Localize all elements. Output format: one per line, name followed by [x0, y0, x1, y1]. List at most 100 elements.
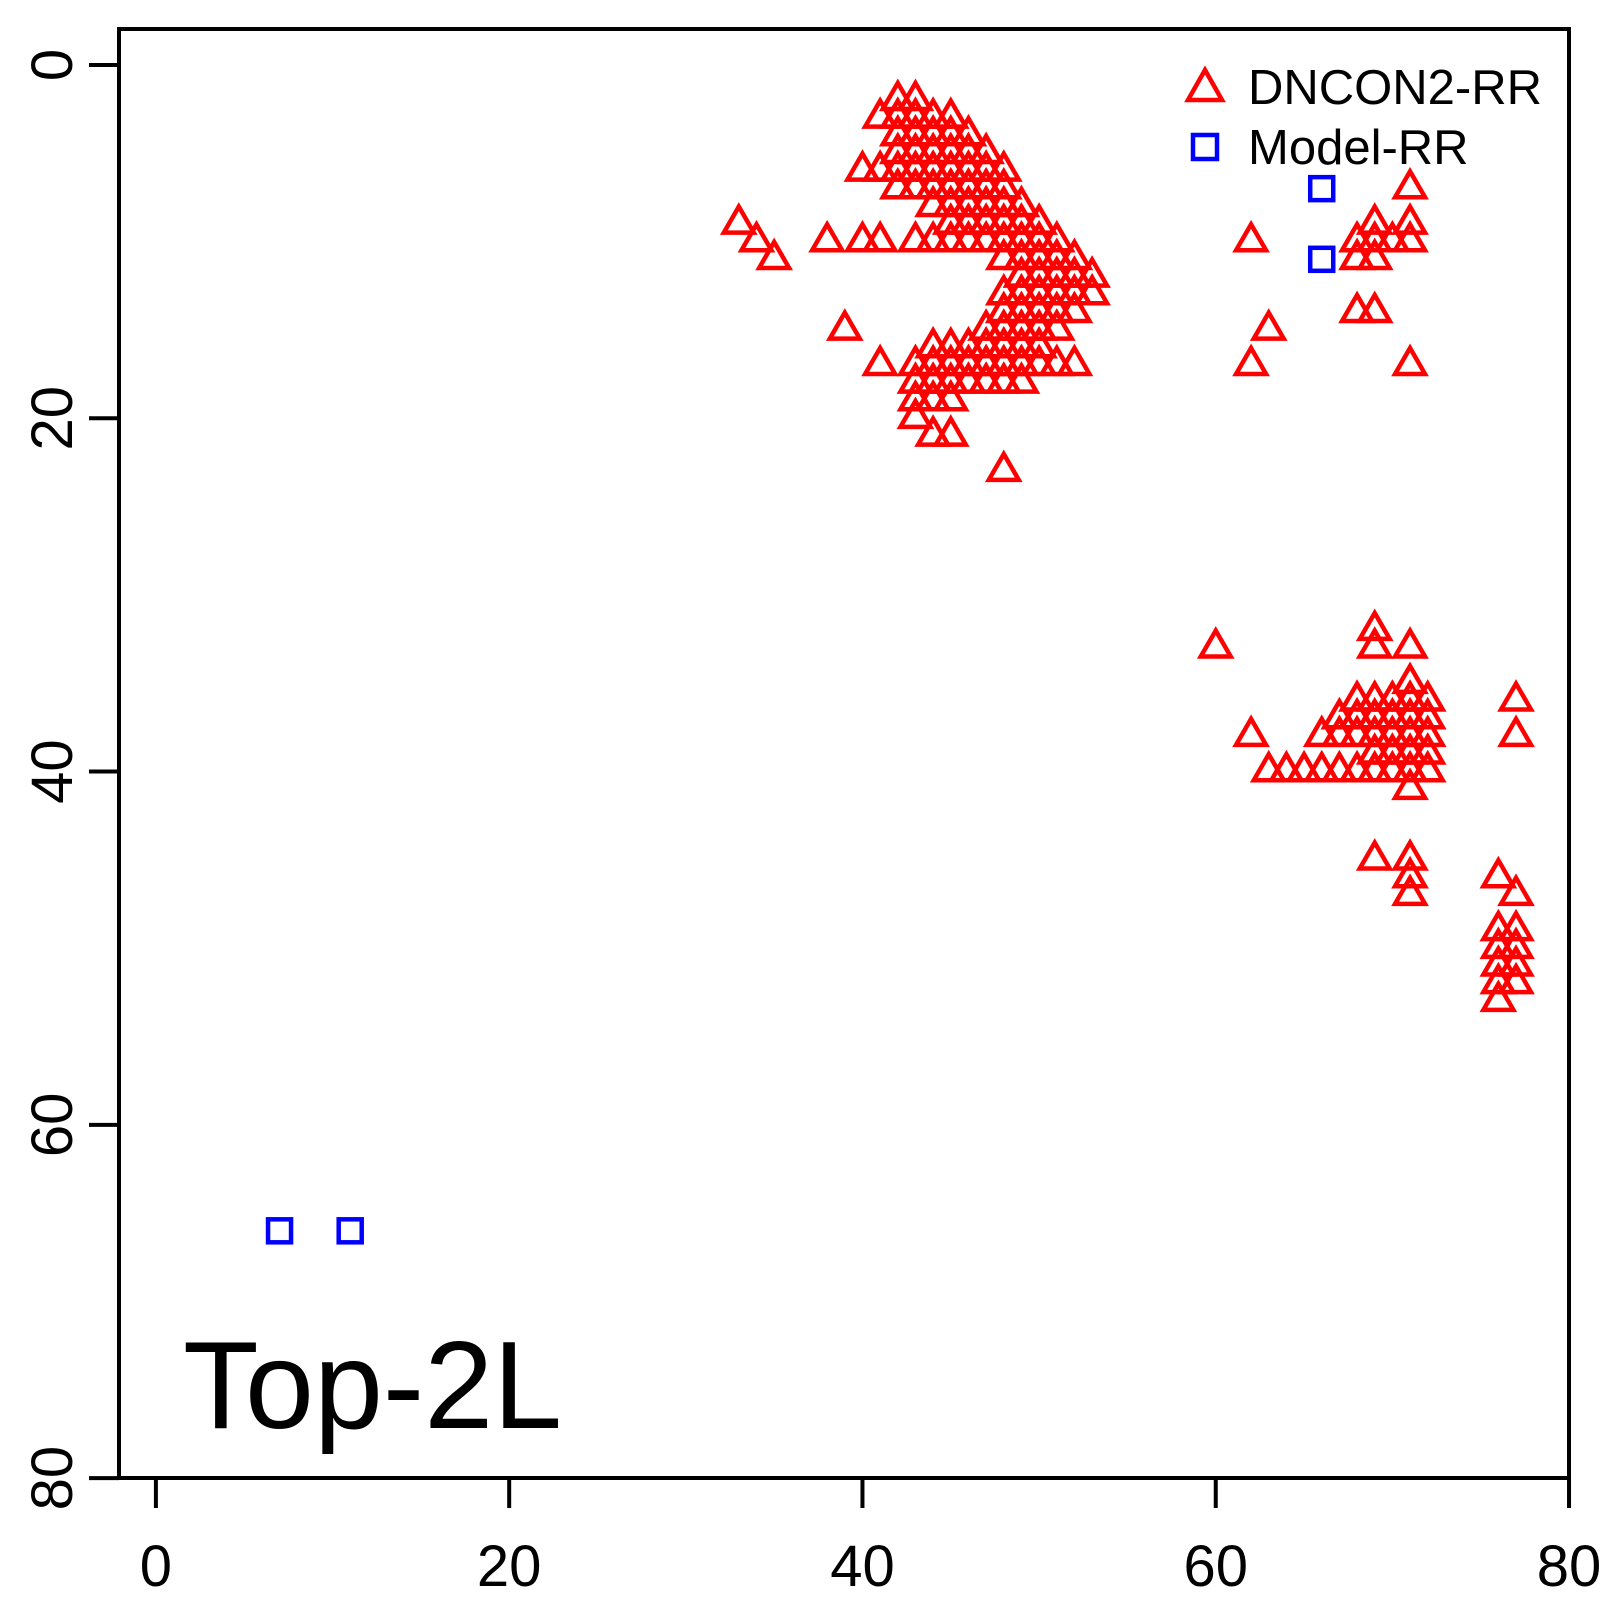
- legend: DNCON2-RR Model-RR: [1184, 61, 1542, 175]
- legend-label-dncon2-rr: DNCON2-RR: [1248, 61, 1542, 115]
- data-point-triangle: [1373, 219, 1412, 253]
- data-point-square: [336, 1217, 364, 1245]
- x-tick-label: 60: [1183, 1534, 1248, 1599]
- data-point-triangle: [1338, 290, 1376, 324]
- data-point-triangle: [967, 166, 1005, 200]
- legend-triangle-icon: [1184, 65, 1226, 103]
- data-point-triangle: [1073, 255, 1111, 288]
- data-point-triangle: [967, 343, 1005, 377]
- legend-square-icon: [1190, 132, 1220, 162]
- data-point-triangle: [967, 325, 1005, 359]
- y-tick-label: 80: [20, 1446, 85, 1511]
- data-points: [265, 78, 1535, 1245]
- data-point-triangle: [914, 131, 952, 165]
- data-point-triangle: [949, 219, 988, 253]
- data-point-triangle: [1355, 202, 1394, 235]
- data-point-triangle: [984, 343, 1023, 377]
- data-point-triangle: [1037, 290, 1076, 324]
- data-point-triangle: [967, 202, 1005, 235]
- data-point-triangle: [1020, 202, 1058, 235]
- data-point-triangle: [1037, 343, 1076, 377]
- data-point-triangle: [914, 219, 952, 253]
- data-point-triangle: [984, 184, 1023, 218]
- data-point-triangle: [1479, 961, 1518, 995]
- data-point-triangle: [914, 184, 952, 218]
- data-point-triangle: [1002, 219, 1041, 253]
- data-point-triangle: [984, 308, 1023, 341]
- data-point-triangle: [1020, 255, 1058, 288]
- data-point-triangle: [878, 96, 917, 129]
- data-point-triangle: [1267, 749, 1306, 783]
- data-point-triangle: [914, 166, 952, 200]
- data-point-triangle: [719, 202, 758, 235]
- data-point-triangle: [967, 184, 1005, 218]
- data-point-triangle: [914, 361, 952, 394]
- data-point-triangle: [1391, 732, 1429, 765]
- data-point-triangle: [967, 131, 1005, 165]
- data-point-triangle: [1249, 308, 1288, 341]
- data-point-triangle: [1355, 626, 1394, 659]
- data-point-triangle: [878, 113, 917, 147]
- data-point-triangle: [1020, 290, 1058, 324]
- data-point-triangle: [1497, 873, 1535, 907]
- data-point-triangle: [1479, 855, 1518, 889]
- data-point-triangle: [931, 96, 970, 129]
- data-point-triangle: [1232, 343, 1270, 377]
- data-point-triangle: [1355, 290, 1394, 324]
- data-point-triangle: [984, 290, 1023, 324]
- data-point-triangle: [931, 202, 970, 235]
- data-point-triangle: [878, 78, 917, 112]
- data-point-triangle: [949, 149, 988, 182]
- data-point-triangle: [984, 166, 1023, 200]
- data-point-triangle: [1355, 608, 1394, 642]
- data-point-triangle: [1037, 255, 1076, 288]
- data-point-triangle: [984, 149, 1023, 182]
- data-point-triangle: [896, 96, 935, 129]
- data-point-triangle: [1002, 308, 1041, 341]
- data-point-triangle: [949, 361, 988, 394]
- data-point-triangle: [1497, 944, 1535, 977]
- data-point-triangle: [1002, 343, 1041, 377]
- data-point-triangle: [843, 219, 882, 253]
- data-point-triangle: [984, 325, 1023, 359]
- data-point-triangle: [861, 343, 900, 377]
- data-point-triangle: [1391, 855, 1429, 889]
- data-point-square: [1307, 245, 1336, 274]
- data-point-triangle: [949, 184, 988, 218]
- data-point-triangle: [931, 131, 970, 165]
- y-tick-label: 40: [20, 739, 85, 804]
- data-point-triangle: [1479, 926, 1518, 960]
- data-point-triangle: [1355, 679, 1394, 712]
- data-point-triangle: [1391, 166, 1429, 200]
- x-tick-label: 0: [140, 1534, 172, 1599]
- data-point-triangle: [1497, 679, 1535, 712]
- data-point-triangle: [1020, 272, 1058, 306]
- data-point-triangle: [755, 237, 794, 271]
- data-point-triangle: [1338, 219, 1376, 253]
- data-point-triangle: [1373, 749, 1412, 783]
- data-point-triangle: [1338, 237, 1376, 271]
- data-point-triangle: [896, 113, 935, 147]
- data-point-triangle: [1355, 237, 1394, 271]
- x-tick-label: 40: [830, 1534, 895, 1599]
- data-point-triangle: [984, 202, 1023, 235]
- data-point-triangle: [1002, 272, 1041, 306]
- data-point-triangle: [914, 378, 952, 412]
- data-point-triangle: [1338, 714, 1376, 748]
- data-point-triangle: [949, 113, 988, 147]
- y-tick-label: 60: [20, 1093, 85, 1158]
- data-point-triangle: [1355, 219, 1394, 253]
- data-point-triangle: [914, 325, 952, 359]
- data-point-triangle: [1391, 714, 1429, 748]
- data-point-triangle: [1355, 838, 1394, 871]
- data-point-triangle: [1391, 679, 1429, 712]
- data-point-triangle: [1355, 749, 1394, 783]
- data-point-triangle: [843, 149, 882, 182]
- data-point-triangle: [896, 378, 935, 412]
- plot-border: [117, 27, 1571, 1480]
- data-point-triangle: [1497, 926, 1535, 960]
- data-point-triangle: [1320, 749, 1359, 783]
- data-point-triangle: [1055, 255, 1094, 288]
- data-point-triangle: [1232, 219, 1270, 253]
- data-point-triangle: [1391, 873, 1429, 907]
